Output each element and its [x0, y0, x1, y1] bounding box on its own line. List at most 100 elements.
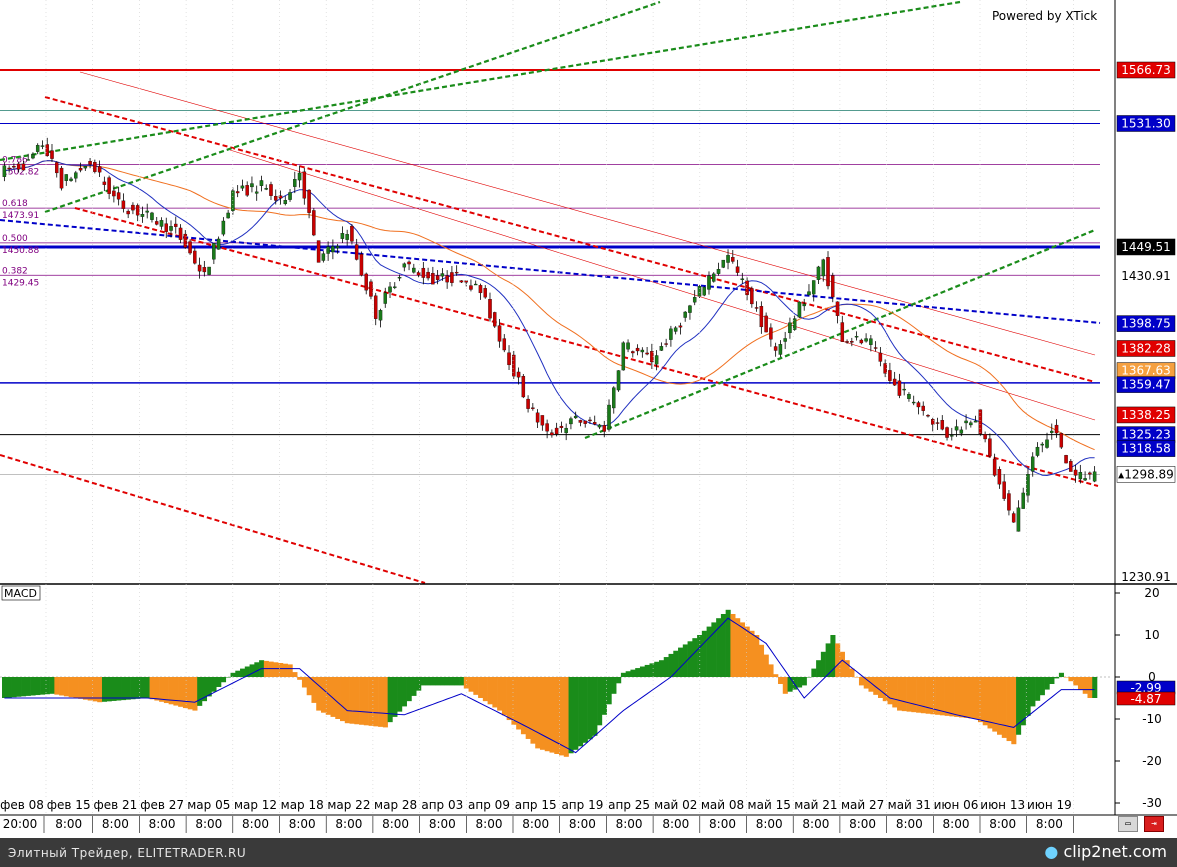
macd-tick-label: 20 — [1144, 586, 1159, 600]
macd-bar — [168, 677, 174, 705]
candle-body — [959, 429, 964, 434]
x-date-label: апр 15 — [515, 798, 557, 812]
candle-body — [78, 167, 83, 171]
macd-bar — [373, 677, 379, 727]
macd-bar — [363, 677, 369, 726]
macd-bar — [816, 660, 822, 677]
macd-bar — [825, 643, 831, 677]
macd-bar — [539, 677, 546, 750]
macd-bar — [939, 677, 945, 716]
macd-bar — [254, 662, 260, 677]
macd-bar — [187, 677, 193, 710]
macd-bar — [16, 677, 22, 697]
candle-body — [121, 200, 126, 209]
macd-bar — [392, 677, 398, 717]
candle-body — [754, 307, 759, 309]
candle-body — [954, 426, 959, 431]
candle-body — [726, 255, 730, 263]
macd-bar — [249, 664, 255, 677]
x-time-label: 8:00 — [195, 817, 222, 831]
candle-body — [454, 271, 459, 274]
candle-body — [731, 257, 735, 262]
footer-bar: Элитный Трейдер, ELITETRADER.RU ● clip2n… — [0, 838, 1177, 867]
candle-body — [788, 322, 792, 334]
candle-body — [378, 310, 383, 321]
macd-bar — [244, 666, 250, 677]
macd-bar — [925, 677, 931, 714]
macd-bar — [768, 664, 774, 677]
macd-bar — [163, 677, 169, 704]
candle-body — [692, 297, 697, 303]
candle-body — [588, 419, 592, 422]
macd-bar — [563, 677, 569, 757]
candle-body — [112, 190, 116, 197]
macd-bar — [568, 677, 574, 754]
macd-bar — [473, 677, 479, 695]
candle-body — [254, 191, 259, 194]
fib-price-label: 1502.82 — [2, 167, 39, 177]
macd-bar — [82, 677, 88, 700]
x-date-label: апр 19 — [561, 798, 603, 812]
candle-body — [640, 349, 645, 353]
view-toggle-icon[interactable]: ▭ — [1118, 816, 1138, 832]
candle-body — [811, 280, 816, 295]
macd-bar — [192, 677, 198, 711]
macd-bar — [1011, 677, 1017, 745]
macd-signal-line — [4, 617, 1095, 754]
x-time-label: 8:00 — [1036, 817, 1063, 831]
macd-bar — [887, 677, 893, 705]
price-tag — [1116, 238, 1176, 256]
macd-bar — [892, 677, 898, 708]
candle-body — [150, 212, 154, 220]
candle-body — [107, 177, 111, 194]
x-date-label: май 08 — [701, 798, 744, 812]
candle-body — [602, 425, 607, 432]
macd-bar — [301, 677, 307, 688]
macd-bar — [1016, 677, 1022, 735]
candle-body — [559, 425, 564, 428]
candle-body — [245, 185, 249, 196]
macd-bar — [973, 677, 979, 719]
candle-body — [83, 166, 88, 169]
candle-body — [607, 404, 611, 430]
x-date-label: июн 13 — [980, 798, 1025, 812]
candle-body — [1007, 493, 1011, 511]
macd-bar — [578, 677, 584, 747]
candle-body — [840, 322, 845, 342]
candle-body — [621, 342, 626, 371]
candle-body — [1054, 424, 1059, 434]
macd-bar — [287, 664, 293, 677]
macd-bar — [349, 677, 355, 724]
macd-bar — [992, 677, 998, 732]
macd-bar — [911, 677, 917, 713]
macd-bar — [1054, 677, 1060, 679]
candle-body — [516, 371, 521, 378]
x-time-label: 8:00 — [382, 817, 409, 831]
candle-body — [159, 220, 164, 227]
candle-body — [854, 336, 859, 338]
candle-body — [826, 257, 830, 287]
site-caption: Элитный Трейдер, ELITETRADER.RU — [8, 846, 247, 860]
candle-body — [907, 393, 911, 399]
price-tag-text: 1531.30 — [1121, 116, 1171, 130]
price-tag — [1116, 440, 1176, 457]
y-tick-label: 1230.91 — [1121, 570, 1171, 584]
candle-body — [712, 273, 716, 282]
candle-body — [535, 412, 540, 423]
candle-body — [12, 166, 16, 168]
macd-bar — [1087, 677, 1093, 698]
candle-body — [869, 338, 873, 345]
macd-bar — [778, 677, 784, 684]
macd-bar — [720, 614, 726, 677]
candle-body — [364, 273, 368, 291]
candle-body — [297, 172, 302, 181]
macd-bar — [149, 677, 155, 700]
candle-body — [935, 422, 940, 424]
exit-icon[interactable]: ⇥ — [1144, 816, 1164, 832]
candle-body — [578, 420, 583, 423]
x-date-label: май 31 — [888, 798, 931, 812]
x-time-label: 8:00 — [289, 817, 316, 831]
macd-bar — [839, 651, 845, 677]
macd-bar — [506, 677, 512, 721]
candle-body — [202, 267, 207, 273]
